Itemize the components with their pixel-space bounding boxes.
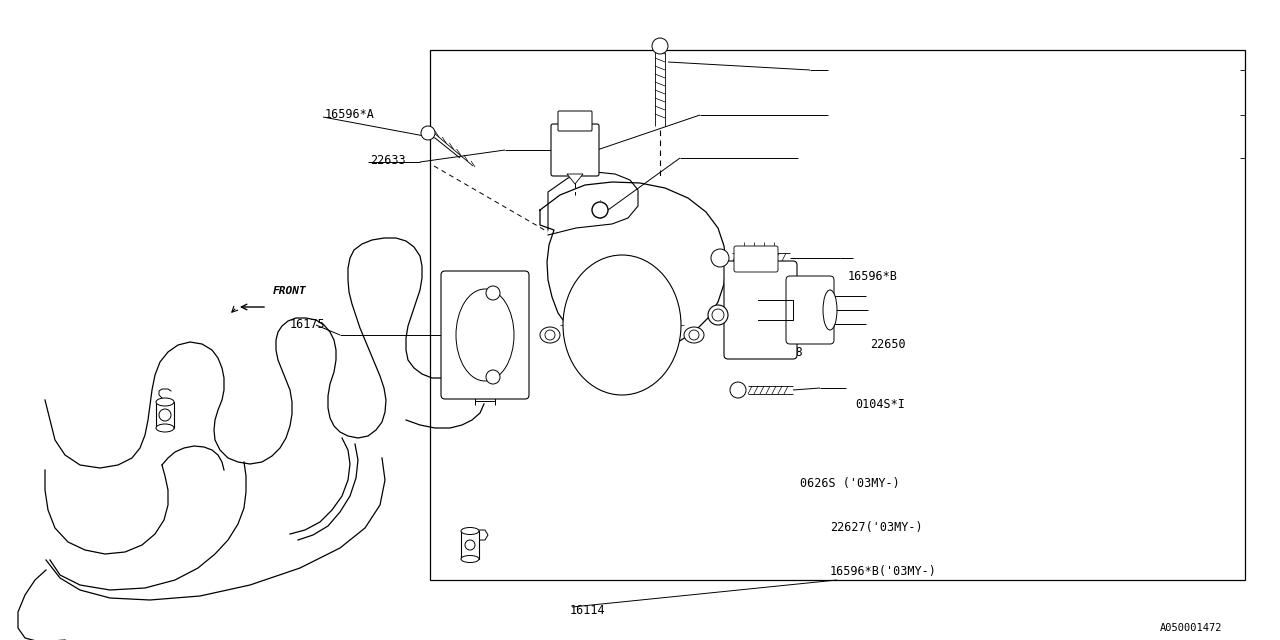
Text: G91808: G91808 <box>760 346 803 358</box>
Ellipse shape <box>823 290 837 330</box>
Circle shape <box>730 382 746 398</box>
Text: 22633: 22633 <box>370 154 406 166</box>
Text: 0104S*I: 0104S*I <box>855 399 905 412</box>
Circle shape <box>652 38 668 54</box>
Ellipse shape <box>563 255 681 395</box>
Text: A050001472: A050001472 <box>1160 623 1222 633</box>
Text: 16596*B: 16596*B <box>849 269 897 282</box>
Bar <box>430 50 1245 580</box>
FancyBboxPatch shape <box>558 111 591 131</box>
Text: 22650: 22650 <box>870 339 906 351</box>
FancyBboxPatch shape <box>733 246 778 272</box>
Ellipse shape <box>461 556 479 563</box>
Text: 0626S ('03MY-): 0626S ('03MY-) <box>800 477 900 490</box>
Circle shape <box>591 202 608 218</box>
Circle shape <box>465 540 475 550</box>
Bar <box>156 402 174 428</box>
Text: 16596*B('03MY-): 16596*B('03MY-) <box>829 566 937 579</box>
FancyBboxPatch shape <box>724 261 797 359</box>
FancyBboxPatch shape <box>550 124 599 176</box>
Circle shape <box>159 409 172 421</box>
Text: 16114: 16114 <box>570 604 605 616</box>
Ellipse shape <box>461 527 479 534</box>
Text: 16175: 16175 <box>291 319 325 332</box>
Text: 16596*A: 16596*A <box>325 109 375 122</box>
Ellipse shape <box>456 289 515 381</box>
Ellipse shape <box>684 327 704 343</box>
Circle shape <box>689 330 699 340</box>
Circle shape <box>708 305 728 325</box>
Polygon shape <box>567 174 582 184</box>
Bar <box>461 531 479 559</box>
Ellipse shape <box>156 398 174 406</box>
FancyBboxPatch shape <box>442 271 529 399</box>
Circle shape <box>545 330 556 340</box>
Ellipse shape <box>540 327 561 343</box>
Circle shape <box>486 370 500 384</box>
Circle shape <box>710 249 730 267</box>
Circle shape <box>486 286 500 300</box>
Text: FRONT: FRONT <box>273 286 307 296</box>
Circle shape <box>712 309 724 321</box>
Ellipse shape <box>156 424 174 432</box>
FancyBboxPatch shape <box>786 276 835 344</box>
Text: 22627('03MY-): 22627('03MY-) <box>829 520 923 534</box>
Circle shape <box>421 126 435 140</box>
